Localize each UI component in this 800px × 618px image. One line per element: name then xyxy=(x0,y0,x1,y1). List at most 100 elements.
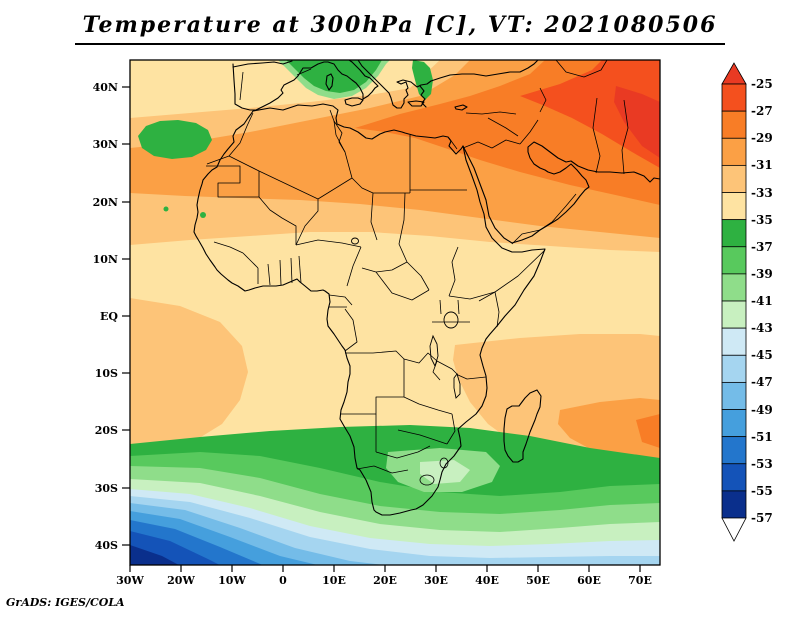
coastline-path xyxy=(327,60,379,100)
colorbar-label: -49 xyxy=(751,403,773,417)
longitude-ticks xyxy=(129,565,641,572)
colorbar-label: -35 xyxy=(751,213,773,227)
map-frame xyxy=(129,59,661,566)
coastline-path xyxy=(462,141,660,244)
border-line xyxy=(448,246,459,297)
border-line xyxy=(213,241,244,254)
border-line xyxy=(403,396,453,415)
latitude-label: 40N xyxy=(93,81,118,94)
colorbar-label: -41 xyxy=(751,294,773,308)
colorbar-segment xyxy=(721,300,747,329)
temp-region xyxy=(412,60,433,100)
latitude-label: 40S xyxy=(95,539,118,552)
latitude-label: 30N xyxy=(93,138,118,151)
border-line xyxy=(398,192,408,263)
colorbar-segment xyxy=(721,219,747,248)
border-line xyxy=(439,299,442,315)
border-line xyxy=(239,71,244,101)
border-line xyxy=(436,360,459,376)
border-line xyxy=(333,120,353,179)
border-line xyxy=(446,413,456,445)
border-line xyxy=(592,97,601,174)
border-line xyxy=(267,263,271,286)
border-line xyxy=(361,261,408,273)
temp-region xyxy=(138,120,212,159)
coastline-path xyxy=(503,389,542,463)
border-line xyxy=(397,429,448,445)
latitude-label: 20S xyxy=(95,424,118,437)
border-line xyxy=(370,192,378,241)
border-line xyxy=(328,294,353,306)
border-line xyxy=(228,155,260,172)
colorbar-label: -45 xyxy=(751,348,773,362)
temp-region xyxy=(130,545,179,565)
colorbar-label: -43 xyxy=(751,321,773,335)
colorbar: -25 -27 -29 -31 -33 -35 -37 -39 -41 -43 … xyxy=(721,62,773,542)
latitude-label: 20N xyxy=(93,196,118,209)
temp-region xyxy=(614,86,660,158)
border-line xyxy=(494,291,500,328)
colorbar-label: -47 xyxy=(751,375,773,389)
longitude-label: 20W xyxy=(167,574,195,587)
border-line xyxy=(419,474,435,486)
longitude-label: 50E xyxy=(526,574,550,587)
colorbar-arrow-top xyxy=(721,62,747,85)
latitude-label: EQ xyxy=(100,310,118,323)
colorbar-segment xyxy=(721,273,747,302)
colorbar-segment xyxy=(721,137,747,166)
colorbar-segment xyxy=(721,327,747,356)
border-line xyxy=(329,109,335,122)
temp-region xyxy=(636,414,660,448)
border-line xyxy=(551,193,577,223)
colorbar-segment xyxy=(721,354,747,383)
border-line xyxy=(555,60,608,78)
colorbar-segment xyxy=(721,164,747,193)
border-line xyxy=(295,199,319,246)
colorbar-label: -57 xyxy=(751,511,773,525)
border-line xyxy=(317,177,353,200)
temp-region xyxy=(420,460,470,484)
border-line xyxy=(519,119,539,145)
lakes xyxy=(351,237,461,399)
border-line xyxy=(375,271,430,301)
colorbar-segment xyxy=(721,409,747,438)
colorbar-label: -27 xyxy=(751,104,773,118)
latitude-label: 10N xyxy=(93,253,118,266)
border-line xyxy=(465,111,517,115)
temp-region xyxy=(200,212,206,218)
coastline-path xyxy=(454,104,468,111)
colorbar-segment xyxy=(721,110,747,139)
border-line xyxy=(487,117,519,137)
colorbar-segment xyxy=(721,463,747,492)
border-line xyxy=(448,291,496,300)
border-line xyxy=(539,87,547,113)
colorbar-segment xyxy=(721,192,747,221)
country-borders xyxy=(206,60,629,486)
longitude-label: 40E xyxy=(475,574,499,587)
border-line xyxy=(403,352,441,381)
longitude-label: 0 xyxy=(279,574,287,587)
latitude-label: 10S xyxy=(95,367,118,380)
border-line xyxy=(439,457,449,469)
title-bar: Temperature at 300hPa [C], VT: 202108050… xyxy=(0,12,800,45)
colorbar-label: -25 xyxy=(751,77,773,91)
coastline-path xyxy=(419,85,427,108)
coastline-path xyxy=(357,60,432,109)
border-line xyxy=(406,261,430,291)
border-line xyxy=(356,465,409,474)
border-line xyxy=(340,396,404,415)
border-line xyxy=(457,299,460,315)
border-line xyxy=(621,99,629,175)
lake-outline xyxy=(351,237,359,245)
longitude-label: 10E xyxy=(322,574,346,587)
colorbar-label: -37 xyxy=(751,240,773,254)
coastline-path xyxy=(344,97,364,107)
longitude-label: 60E xyxy=(577,574,601,587)
colorbar-label: -39 xyxy=(751,267,773,281)
border-line xyxy=(258,196,297,245)
border-line xyxy=(462,139,521,149)
colorbar-label: -51 xyxy=(751,430,773,444)
border-line xyxy=(511,221,553,245)
colorbar-label: -29 xyxy=(751,131,773,145)
